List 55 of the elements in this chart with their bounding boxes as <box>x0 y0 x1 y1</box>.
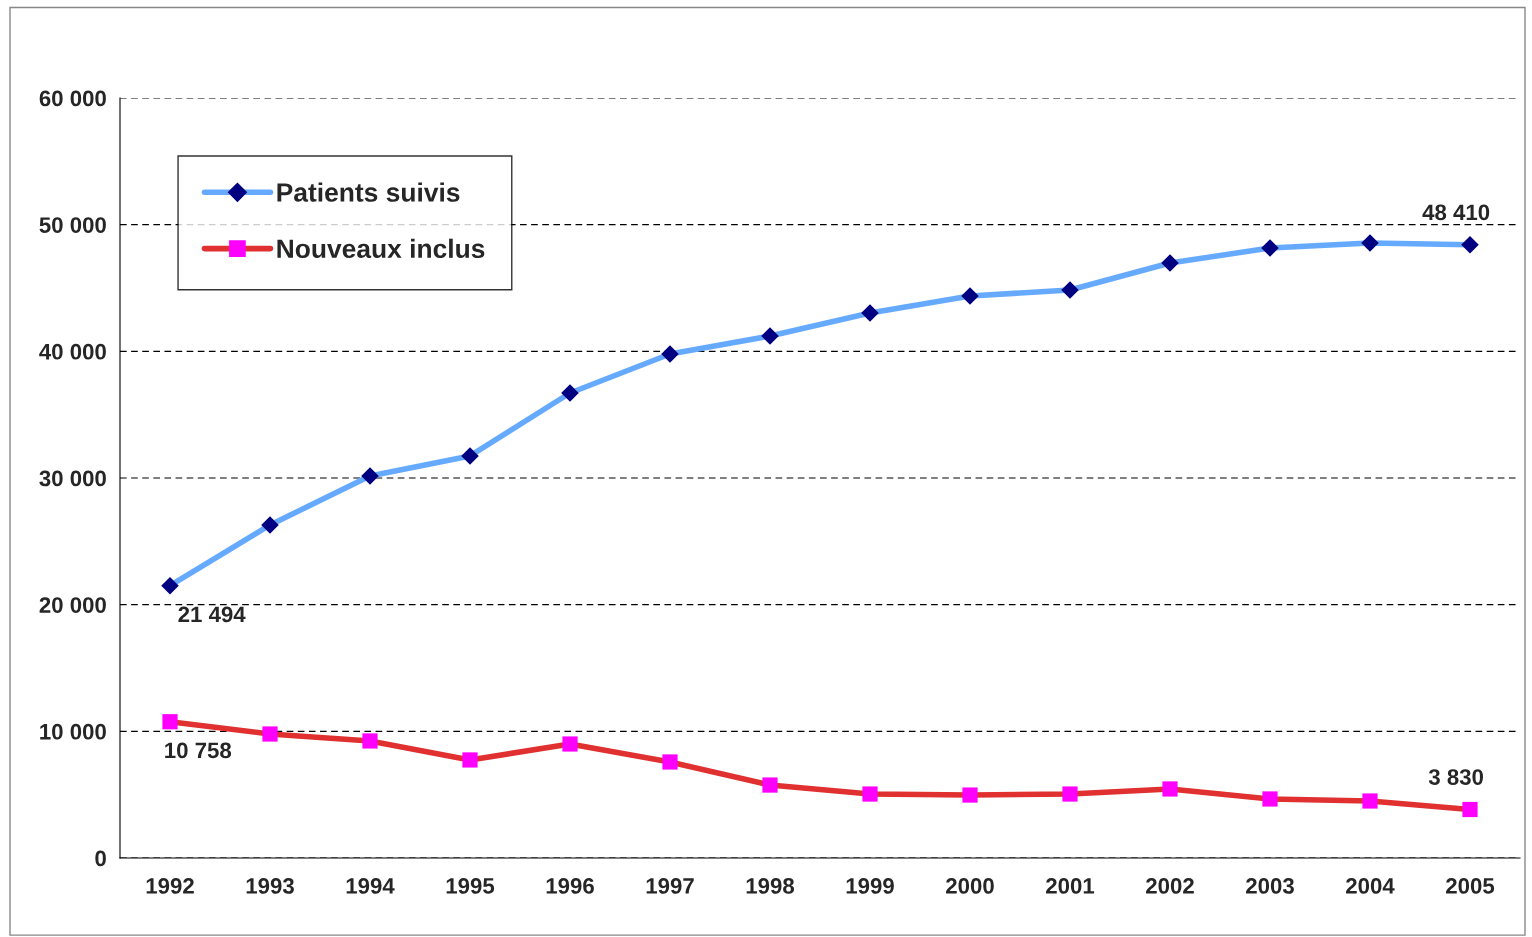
y-tick-label: 10 000 <box>40 723 106 740</box>
x-tick-label: 1994 <box>346 878 395 894</box>
x-tick-label: 2003 <box>1246 878 1294 894</box>
legend-label: Patients suivis <box>277 182 460 202</box>
point <box>362 733 378 749</box>
y-tick-label: 60 000 <box>39 90 106 107</box>
y-tick-label: 0 <box>95 850 106 867</box>
y-tick-label: 40 000 <box>39 343 106 360</box>
point <box>762 777 778 793</box>
x-tick-label: 1998 <box>746 878 795 894</box>
point <box>862 786 878 802</box>
point <box>761 327 779 345</box>
point <box>1361 234 1379 252</box>
point <box>1261 239 1279 257</box>
data-label: 3 830 <box>1428 769 1484 785</box>
point <box>462 752 478 768</box>
point <box>1161 254 1179 272</box>
x-tick-label: 1996 <box>546 878 594 894</box>
x-tick-label: 1997 <box>646 878 694 894</box>
point <box>162 714 178 730</box>
x-tick-label: 1993 <box>246 878 294 894</box>
x-tick-label: 2000 <box>946 878 994 894</box>
point <box>562 736 578 752</box>
y-tick-label: 50 000 <box>39 217 106 233</box>
point <box>1362 793 1378 809</box>
legend-label: Nouveaux inclus <box>277 238 485 259</box>
x-tick-label: 1995 <box>446 878 495 894</box>
x-tick-label: 2005 <box>1446 878 1495 894</box>
y-tick-label: 20 000 <box>39 597 106 613</box>
point <box>161 576 179 595</box>
point <box>262 726 278 742</box>
point <box>361 467 379 485</box>
point <box>1061 281 1079 299</box>
x-tick-label: 2004 <box>1346 878 1395 894</box>
point <box>461 447 479 465</box>
x-tick-label: 2002 <box>1146 878 1194 894</box>
data-label: 10 758 <box>165 742 232 759</box>
point <box>1062 786 1078 802</box>
point <box>861 304 879 322</box>
point <box>662 754 678 770</box>
point <box>1461 236 1479 254</box>
y-tick-label: 30 000 <box>39 470 106 487</box>
x-tick-label: 1999 <box>846 878 894 894</box>
data-label: 21 494 <box>178 606 246 623</box>
point <box>1162 781 1178 797</box>
x-tick-label: 1992 <box>146 878 194 894</box>
point <box>561 384 579 402</box>
point <box>661 345 679 363</box>
point <box>261 516 279 534</box>
point <box>961 287 979 305</box>
point <box>1462 801 1478 818</box>
point <box>1262 791 1278 807</box>
point <box>962 787 978 803</box>
x-tick-label: 2001 <box>1046 878 1095 894</box>
data-label: 48 410 <box>1422 204 1490 221</box>
